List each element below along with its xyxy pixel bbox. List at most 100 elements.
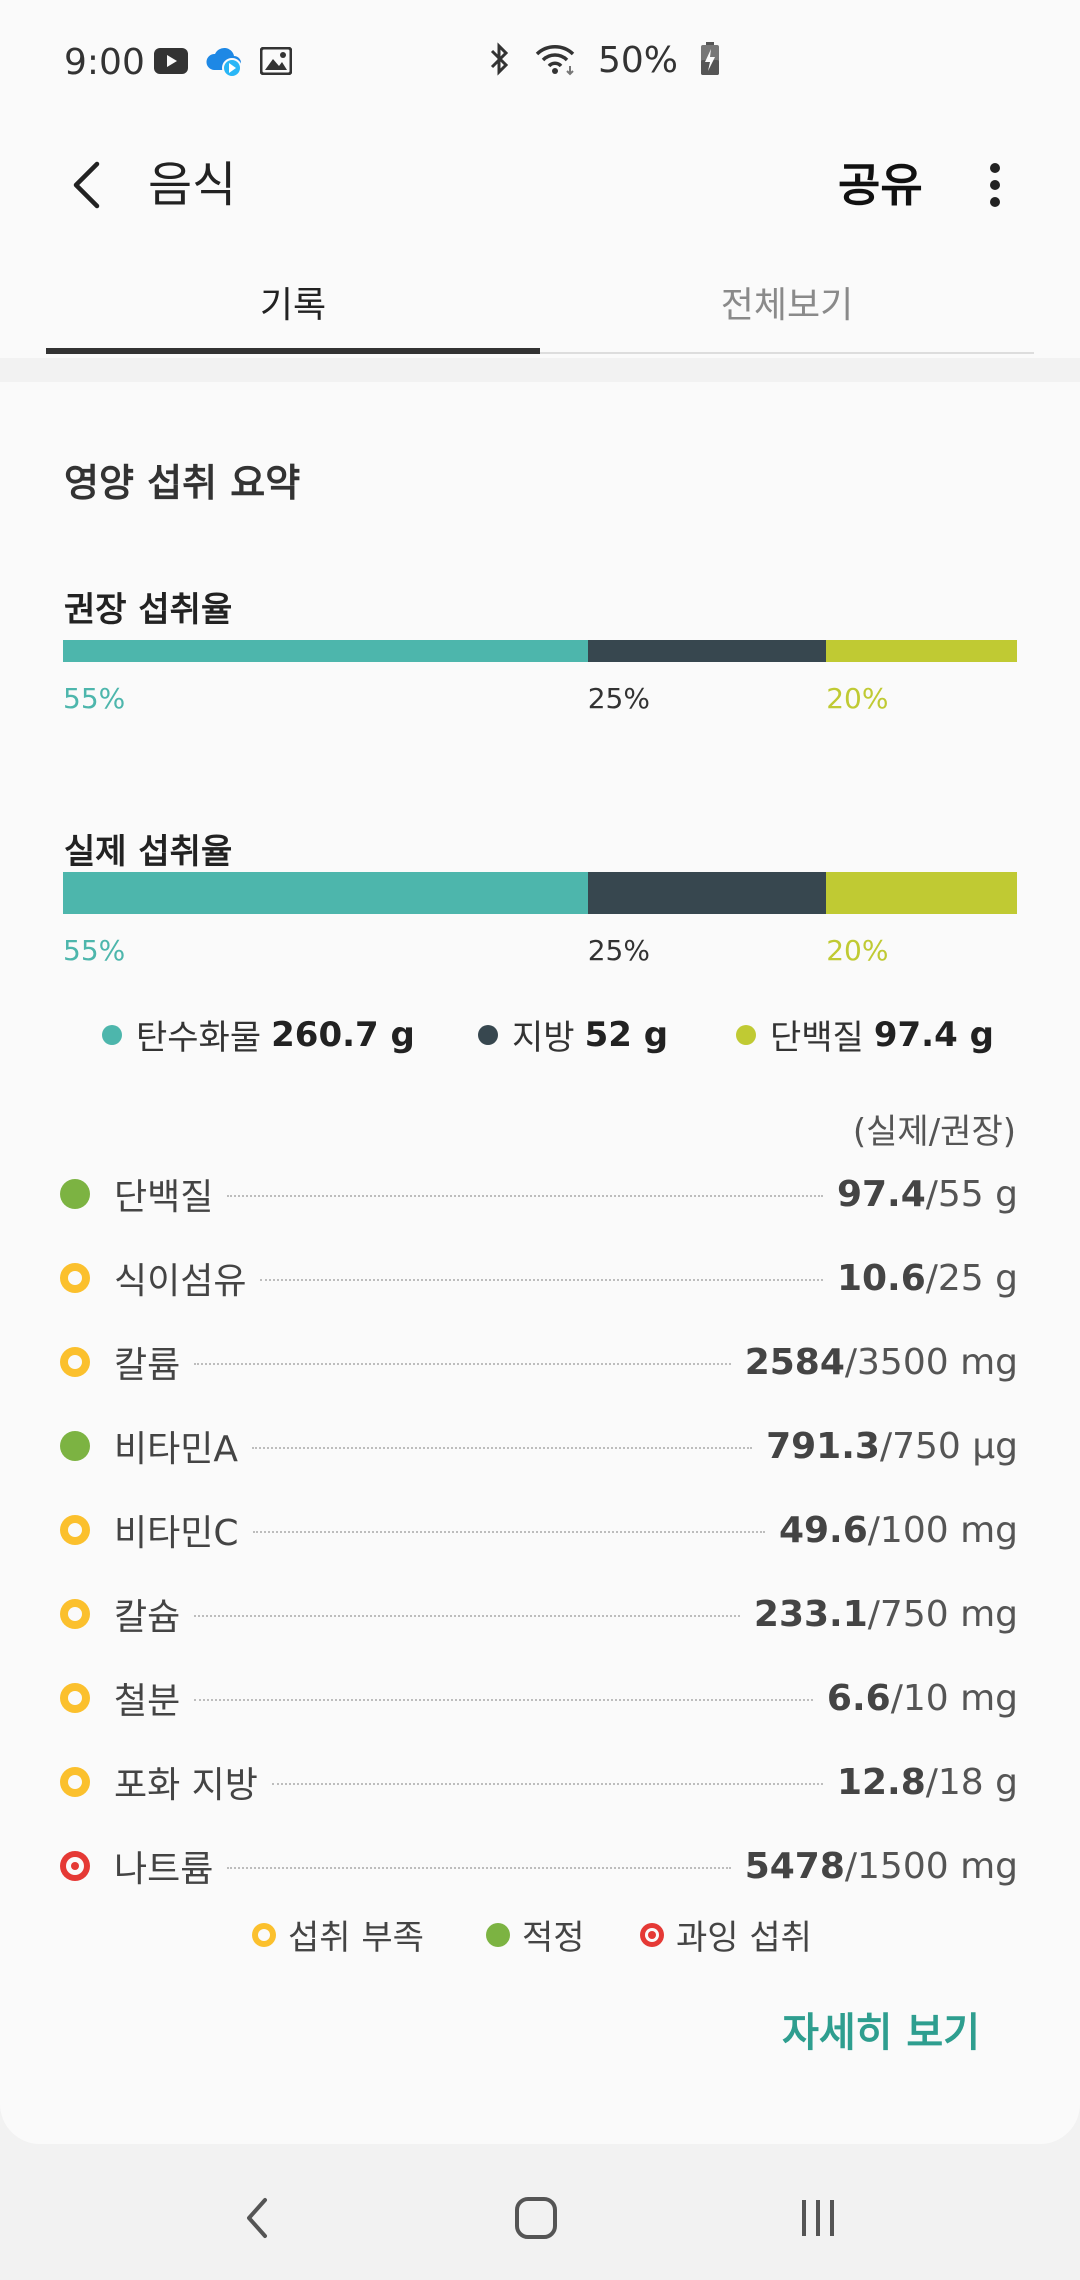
- nav-home-button[interactable]: [476, 2178, 596, 2258]
- nav-back-icon: [247, 2198, 267, 2238]
- status-dot-icon: [60, 1347, 90, 1377]
- nutrient-recommended: /55 g: [925, 1173, 1018, 1215]
- back-button[interactable]: [56, 150, 116, 220]
- nutrient-actual: 12.8: [836, 1761, 926, 1803]
- actual-fat-segment: [587, 872, 827, 914]
- nutrient-actual: 97.4: [836, 1173, 926, 1215]
- bluetooth-icon: [488, 41, 512, 81]
- nutrient-name: 나트륨: [114, 1849, 214, 1890]
- fat-dot-icon: [478, 1024, 498, 1045]
- status-legend: 섭취 부족 적정 과잉 섭취: [0, 1910, 1080, 1960]
- actual-protein-segment: [826, 872, 1017, 914]
- app-bar: 음식 공유: [0, 128, 1080, 250]
- status-dot-icon: [60, 1683, 90, 1713]
- tab-view-all[interactable]: 전체보기: [720, 285, 854, 326]
- status-legend-high: 과잉 섭취: [640, 1910, 812, 1959]
- nutrient-list: 단백질 97.4/55 g 식이섬유 10.6/25 g 칼륨 2584/350…: [60, 1152, 1018, 1908]
- nutrient-row: 포화 지방 12.8/18 g: [60, 1740, 1018, 1824]
- carb-dot-icon: [102, 1024, 122, 1045]
- nutrient-row: 칼슘 233.1/750 mg: [60, 1572, 1018, 1656]
- status-legend-low: 섭취 부족: [252, 1910, 424, 1959]
- recommended-carb-pct: 55%: [63, 682, 126, 715]
- low-status-icon: [252, 1922, 276, 1947]
- protein-dot-icon: [736, 1024, 756, 1045]
- navigation-bar: [0, 2158, 1080, 2280]
- dotted-leader: [194, 1699, 813, 1701]
- actual-protein-pct: 20%: [826, 934, 889, 967]
- wifi-icon: [534, 42, 576, 80]
- nav-home-icon: [515, 2197, 557, 2239]
- legend-protein: 단백질 97.4 g: [736, 1010, 994, 1059]
- recommended-protein-pct: 20%: [826, 682, 889, 715]
- actual-fat-pct: 25%: [587, 934, 650, 967]
- dotted-leader: [227, 1867, 731, 1869]
- cloud-sync-icon: [204, 44, 244, 82]
- legend-carb-name: 탄수화물: [136, 1018, 262, 1058]
- nutrient-actual: 6.6: [826, 1677, 891, 1719]
- actual-carb-segment: [63, 872, 588, 914]
- dotted-leader: [271, 1783, 823, 1785]
- tab-record[interactable]: 기록: [259, 285, 327, 326]
- nutrient-value: 10.6/25 g: [837, 1258, 1018, 1299]
- battery-charging-icon: [700, 41, 720, 80]
- legend-carb-value: 260.7 g: [271, 1014, 415, 1055]
- nutrient-recommended: /18 g: [925, 1761, 1018, 1803]
- recommended-fat-pct: 25%: [587, 682, 650, 715]
- nutrient-row: 비타민A 791.3/750 μg: [60, 1404, 1018, 1488]
- nutrient-recommended: /10 mg: [890, 1677, 1018, 1719]
- battery-percentage: 50%: [598, 40, 679, 81]
- nutrient-row: 단백질 97.4/55 g: [60, 1152, 1018, 1236]
- nutrient-name: 칼륨: [114, 1345, 181, 1386]
- notification-icons: [154, 44, 293, 82]
- status-time: 9:00: [64, 42, 145, 83]
- dotted-leader: [260, 1279, 823, 1281]
- share-button[interactable]: 공유: [838, 158, 923, 212]
- actual-carb-pct: 55%: [63, 934, 126, 967]
- nutrient-recommended: /100 mg: [867, 1509, 1018, 1551]
- status-dot-icon: [60, 1179, 90, 1209]
- nav-recents-button[interactable]: [758, 2178, 878, 2258]
- nutrient-name: 단백질: [114, 1177, 214, 1218]
- dotted-leader: [252, 1531, 765, 1533]
- recommended-intake-bar: [63, 640, 1017, 662]
- status-legend-low-label: 섭취 부족: [288, 1918, 424, 1958]
- status-legend-high-label: 과잉 섭취: [676, 1918, 812, 1958]
- status-bar: 9:00 50%: [0, 0, 1080, 128]
- view-details-button[interactable]: 자세히 보기: [782, 2010, 980, 2056]
- macro-legend: 탄수화물 260.7 g 지방 52 g 단백질 97.4 g: [0, 1010, 1080, 1060]
- status-dot-icon: [60, 1515, 90, 1545]
- nutrient-row: 칼륨 2584/3500 mg: [60, 1320, 1018, 1404]
- legend-carb: 탄수화물 260.7 g: [102, 1010, 415, 1059]
- legend-fat: 지방 52 g: [478, 1010, 668, 1059]
- nav-recents-icon: [802, 2200, 834, 2236]
- nutrient-name: 비타민C: [114, 1513, 239, 1554]
- legend-protein-value: 97.4 g: [873, 1014, 994, 1055]
- nutrient-value: 6.6/10 mg: [827, 1678, 1018, 1719]
- nutrient-recommended: /750 mg: [867, 1593, 1018, 1635]
- nutrient-row: 나트륨 5478/1500 mg: [60, 1824, 1018, 1908]
- nutrient-value: 791.3/750 μg: [766, 1426, 1018, 1467]
- actual-intake-bar: [63, 872, 1017, 914]
- summary-title: 영양 섭취 요약: [64, 461, 301, 505]
- nutrient-recommended: /750 μg: [879, 1425, 1018, 1467]
- more-options-button[interactable]: [970, 150, 1020, 220]
- nutrient-row: 철분 6.6/10 mg: [60, 1656, 1018, 1740]
- more-vertical-icon: [990, 163, 1000, 207]
- status-legend-ok-label: 적정: [522, 1918, 585, 1958]
- nutrient-name: 비타민A: [114, 1429, 238, 1470]
- nutrient-value: 5478/1500 mg: [745, 1846, 1018, 1887]
- dotted-leader: [194, 1363, 731, 1365]
- status-dot-icon: [60, 1431, 90, 1461]
- nav-back-button[interactable]: [196, 2178, 316, 2258]
- nutrient-recommended: /25 g: [925, 1257, 1018, 1299]
- nutrient-value: 97.4/55 g: [837, 1174, 1018, 1215]
- status-dot-icon: [60, 1767, 90, 1797]
- nutrient-actual: 10.6: [836, 1257, 926, 1299]
- column-note: (실제/권장): [852, 1112, 1016, 1152]
- youtube-icon: [154, 48, 188, 78]
- nutrient-row: 비타민C 49.6/100 mg: [60, 1488, 1018, 1572]
- nutrient-name: 철분: [114, 1681, 181, 1722]
- recommended-carb-segment: [63, 640, 588, 662]
- legend-fat-name: 지방: [512, 1018, 575, 1058]
